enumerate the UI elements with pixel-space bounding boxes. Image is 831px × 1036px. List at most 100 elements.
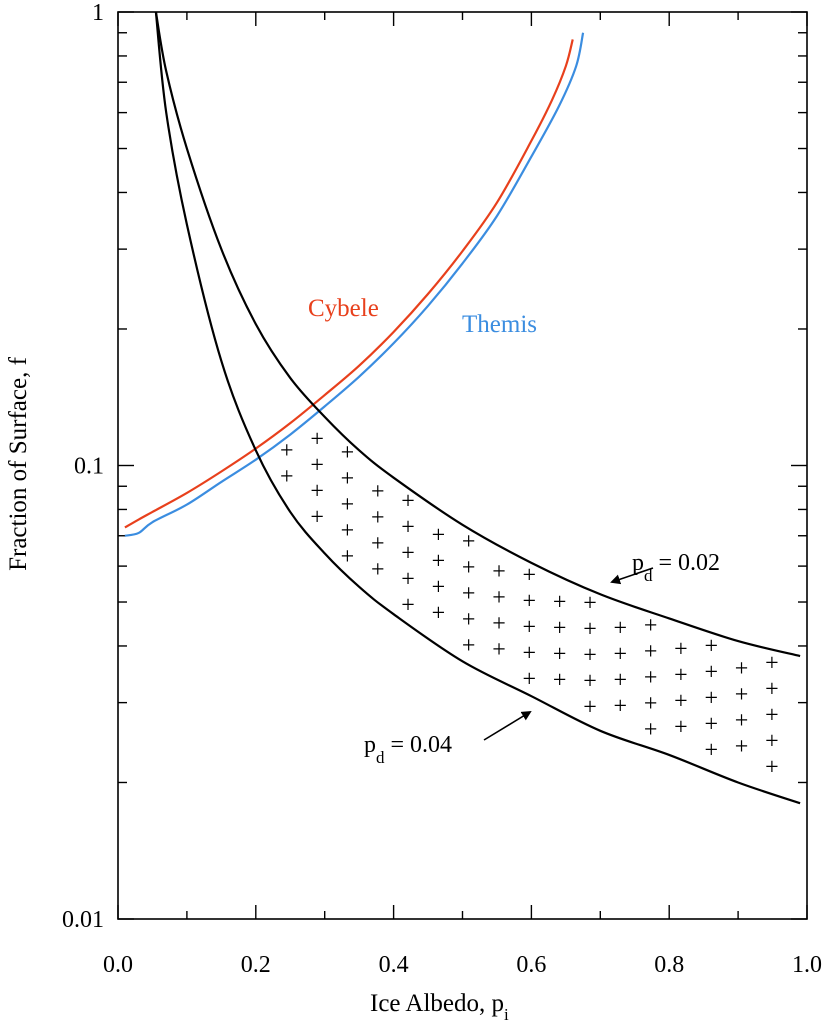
annotation-pd-004-sub: d — [376, 748, 385, 767]
x-tick-label: 0.8 — [654, 952, 684, 978]
axis-ticks — [117, 11, 808, 920]
annotation-pd-002-value: = 0.02 — [653, 550, 721, 576]
region-plus-marker: + — [401, 567, 415, 593]
x-axis-title-main: Ice Albedo, p — [370, 990, 504, 1017]
region-plus-marker: + — [553, 642, 567, 668]
region-plus-marker: + — [280, 464, 294, 490]
region-plus-marker: + — [704, 737, 718, 763]
region-plus-marker: + — [341, 544, 355, 570]
region-plus-marker: + — [583, 591, 597, 617]
x-axis-title: Ice Albedo, pi — [370, 990, 509, 1024]
region-plus-marker: + — [765, 676, 779, 702]
region-plus-marker: + — [492, 585, 506, 611]
region-plus-marker: + — [644, 717, 658, 743]
x-tick-label: 0.4 — [379, 952, 409, 978]
plot-frame — [117, 11, 808, 920]
region-plus-marker: + — [401, 515, 415, 541]
annotation-pd-004: pd = 0.04 — [364, 732, 452, 767]
annotation-pd-004-value: = 0.04 — [385, 732, 453, 758]
region-plus-marker: + — [310, 505, 324, 531]
x-tick-label: 0.2 — [241, 952, 271, 978]
region-plus-marker: + — [765, 650, 779, 676]
series-label-themis: Themis — [462, 311, 537, 338]
series-line-pd-002 — [154, 11, 801, 658]
region-plus-marker: + — [765, 728, 779, 754]
y-tick-label: 0.01 — [62, 907, 104, 933]
region-plus-marker: + — [704, 659, 718, 685]
region-plus-marker: + — [432, 522, 446, 548]
annotation-pd-002-sub: d — [644, 566, 653, 585]
series-label-cybele: Cybele — [308, 295, 379, 322]
region-plus-marker: + — [462, 633, 476, 659]
region-plus-marker: + — [462, 529, 476, 555]
x-tick-label: 1.0 — [792, 952, 822, 978]
region-plus-marker: + — [401, 541, 415, 567]
annotation-pd-002: pd = 0.02 — [632, 550, 720, 585]
region-plus-marker: + — [674, 636, 688, 662]
x-axis-title-sub: i — [504, 1005, 509, 1024]
region-plus-marker: + — [432, 548, 446, 574]
x-tick-label: 0.6 — [516, 952, 546, 978]
feasible-region-markers: ++++++++++++++++++++++++++++++++++++++++… — [280, 427, 779, 781]
region-plus-marker: + — [553, 668, 567, 694]
region-plus-marker: + — [401, 489, 415, 515]
region-plus-marker: + — [523, 615, 537, 641]
region-plus-marker: + — [704, 685, 718, 711]
region-plus-marker: + — [583, 695, 597, 721]
region-plus-marker: + — [674, 662, 688, 688]
region-plus-marker: + — [614, 641, 628, 667]
region-plus-marker: + — [523, 641, 537, 667]
region-plus-marker: + — [310, 479, 324, 505]
x-tick-label: 0.0 — [103, 952, 133, 978]
region-plus-marker: + — [341, 440, 355, 466]
region-plus-marker: + — [583, 617, 597, 643]
region-plus-marker: + — [735, 708, 749, 734]
region-plus-marker: + — [644, 665, 658, 691]
region-plus-marker: + — [674, 714, 688, 740]
annotation-arrow-pd-002 — [610, 567, 654, 585]
region-plus-marker: + — [371, 531, 385, 557]
y-tick-label: 1 — [92, 0, 104, 26]
region-plus-marker: + — [341, 466, 355, 492]
region-plus-marker: + — [674, 688, 688, 714]
region-plus-marker: + — [614, 693, 628, 719]
tick-labels: 0.0 0.2 0.4 0.6 0.8 1.0 0.01 0.1 1 — [62, 0, 822, 978]
region-plus-marker: + — [644, 691, 658, 717]
region-plus-marker: + — [553, 590, 567, 616]
region-plus-marker: + — [462, 555, 476, 581]
region-plus-marker: + — [492, 559, 506, 585]
region-plus-marker: + — [644, 639, 658, 665]
region-plus-marker: + — [523, 589, 537, 615]
series-line-themis — [124, 32, 585, 537]
region-plus-marker: + — [432, 574, 446, 600]
region-plus-marker: + — [462, 581, 476, 607]
annotation-pd-002-p: p — [632, 550, 644, 576]
region-plus-marker: + — [735, 682, 749, 708]
region-plus-marker: + — [583, 669, 597, 695]
region-plus-marker: + — [765, 754, 779, 780]
region-plus-marker: + — [462, 607, 476, 633]
series-line-pd-004 — [154, 11, 801, 805]
region-plus-marker: + — [523, 563, 537, 589]
region-plus-marker: + — [280, 438, 294, 464]
region-plus-marker: + — [341, 492, 355, 518]
region-plus-marker: + — [583, 643, 597, 669]
y-axis-title: Fraction of Surface, f — [5, 356, 32, 570]
region-plus-marker: + — [432, 600, 446, 626]
region-plus-marker: + — [523, 667, 537, 693]
region-plus-marker: + — [704, 711, 718, 737]
region-plus-marker: + — [371, 557, 385, 583]
region-plus-marker: + — [401, 593, 415, 619]
region-plus-marker: + — [310, 453, 324, 479]
region-plus-marker: + — [371, 479, 385, 505]
region-plus-marker: + — [492, 611, 506, 637]
region-plus-marker: + — [341, 518, 355, 544]
region-plus-marker: + — [765, 702, 779, 728]
region-plus-marker: + — [614, 667, 628, 693]
annotation-arrow-pd-004 — [483, 710, 532, 741]
region-plus-marker: + — [371, 505, 385, 531]
region-plus-marker: + — [310, 427, 324, 453]
series-line-cybele — [124, 39, 574, 529]
region-plus-marker: + — [614, 615, 628, 641]
